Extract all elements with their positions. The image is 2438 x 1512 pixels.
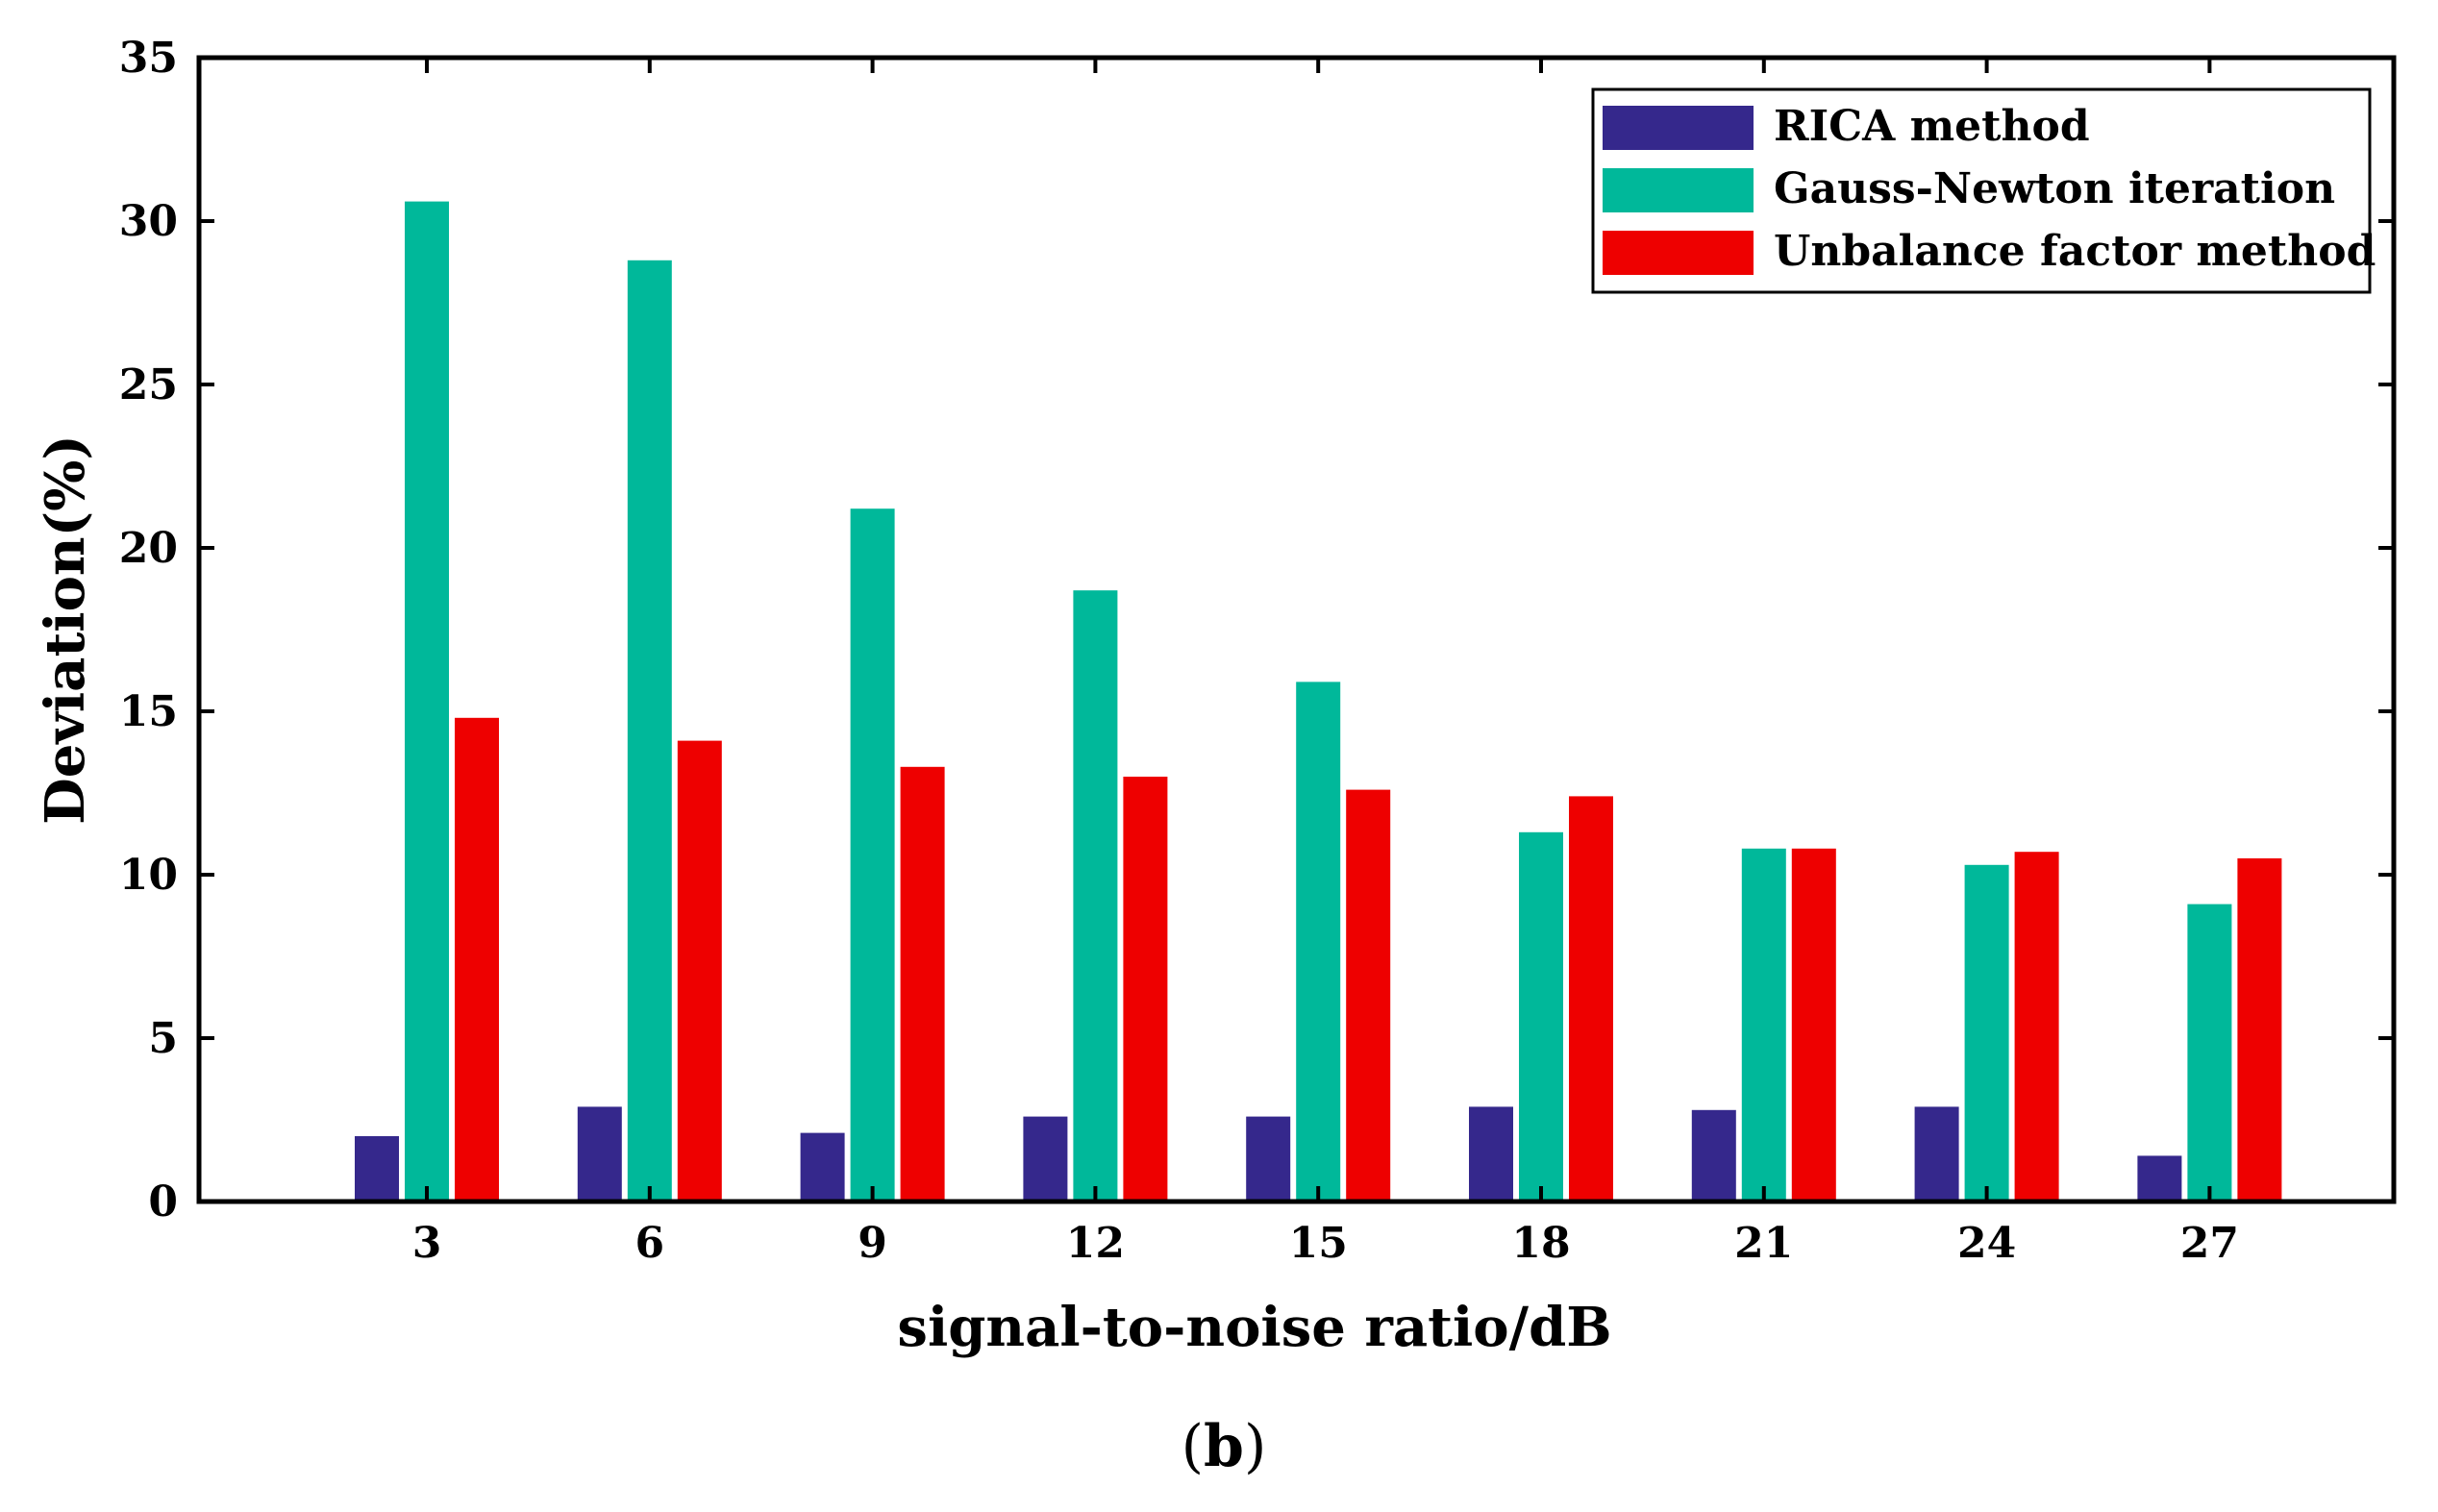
legend-label-rica-method: RICA method [1774, 102, 2090, 151]
legend-swatch-gauss-newton-iteration [1603, 168, 1754, 212]
bar-unbalance-factor-method-9 [900, 766, 945, 1202]
x-tick-label-9: 9 [858, 1219, 887, 1268]
x-tick-label-15: 15 [1289, 1219, 1348, 1268]
x-tick-label-27: 27 [2180, 1219, 2239, 1268]
y-tick-labels: 0 5 10 15 20 25 30 35 [119, 34, 178, 1227]
legend-swatch-unbalance-factor-method [1603, 231, 1754, 275]
bar-gauss-newton-iteration-12 [1073, 590, 1118, 1202]
legend-label-gauss-newton-iteration: Gauss-Newton iteration [1774, 164, 2335, 213]
y-tick-label-25: 25 [119, 360, 178, 409]
legend-label-unbalance-factor-method: Unbalance factor method [1774, 227, 2376, 276]
panel-label: (b) [1182, 1413, 1267, 1480]
bar-unbalance-factor-method-24 [2014, 852, 2059, 1202]
y-tick-label-30: 30 [119, 197, 178, 246]
x-tick-labels: 3 6 9 12 15 18 21 24 27 [412, 1219, 2239, 1268]
axis-ticks [199, 56, 2394, 1203]
bar-rica-method-9 [800, 1132, 845, 1202]
y-tick-label-15: 15 [119, 687, 178, 736]
y-tick-label-35: 35 [119, 34, 178, 83]
bars-group [355, 201, 2282, 1202]
bar-unbalance-factor-method-15 [1346, 789, 1391, 1202]
x-tick-label-21: 21 [1734, 1219, 1793, 1268]
bar-gauss-newton-iteration-24 [1964, 864, 2009, 1202]
bar-unbalance-factor-method-12 [1123, 777, 1168, 1202]
bar-rica-method-6 [577, 1106, 622, 1202]
x-tick-label-18: 18 [1511, 1219, 1570, 1268]
bar-rica-method-21 [1691, 1109, 1736, 1202]
bar-gauss-newton-iteration-15 [1296, 682, 1341, 1202]
bar-gauss-newton-iteration-6 [627, 260, 672, 1202]
bar-unbalance-factor-method-6 [677, 740, 722, 1202]
bar-unbalance-factor-method-21 [1791, 848, 1836, 1202]
bar-rica-method-3 [355, 1136, 399, 1202]
bar-unbalance-factor-method-18 [1569, 796, 1613, 1202]
bar-rica-method-18 [1469, 1106, 1513, 1202]
x-axis-title: signal-to-noise ratio/dB [897, 1296, 1611, 1359]
legend-swatch-rica-method [1603, 106, 1754, 150]
y-axis-title: Deviation(%) [34, 434, 97, 825]
bar-rica-method-27 [2137, 1155, 2182, 1202]
bar-rica-method-15 [1246, 1116, 1291, 1202]
bar-rica-method-24 [1914, 1106, 1959, 1202]
panel-label-close: ) [1244, 1413, 1266, 1480]
panel-label-open: ( [1182, 1413, 1204, 1480]
bar-rica-method-12 [1023, 1116, 1068, 1202]
plot-frame [196, 55, 2397, 1204]
y-tick-label-20: 20 [119, 524, 178, 573]
panel-label-letter: b [1204, 1413, 1244, 1480]
bar-unbalance-factor-method-27 [2237, 858, 2282, 1202]
x-tick-label-6: 6 [634, 1219, 664, 1268]
bar-gauss-newton-iteration-9 [850, 508, 895, 1202]
y-tick-label-5: 5 [148, 1014, 178, 1063]
bar-gauss-newton-iteration-18 [1519, 831, 1563, 1202]
x-tick-label-3: 3 [412, 1219, 442, 1268]
legend: RICA method Gauss-Newton iteration Unbalan… [1591, 87, 2376, 294]
x-tick-label-12: 12 [1066, 1219, 1125, 1268]
bar-gauss-newton-iteration-3 [405, 201, 449, 1202]
bar-unbalance-factor-method-3 [455, 717, 499, 1202]
bar-gauss-newton-iteration-21 [1741, 848, 1786, 1202]
y-tick-label-10: 10 [119, 851, 178, 900]
x-tick-label-24: 24 [1957, 1219, 2016, 1268]
legend-items: RICA method Gauss-Newton iteration Unbalan… [1603, 102, 2376, 276]
bar-gauss-newton-iteration-27 [2187, 904, 2232, 1202]
y-tick-label-0: 0 [148, 1177, 178, 1227]
